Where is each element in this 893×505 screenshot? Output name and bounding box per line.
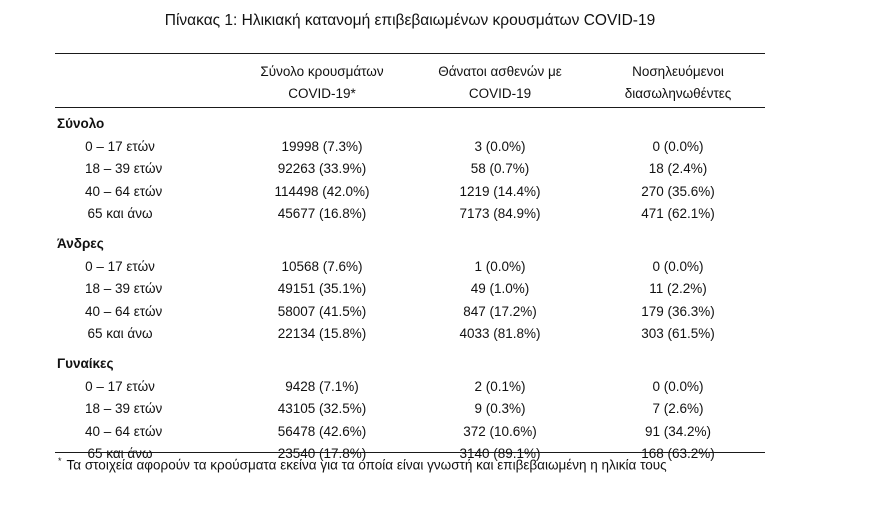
deaths-cell: 49 (1.0%) (470, 281, 530, 297)
header-total-cases-line2: COVID-19* (288, 86, 356, 101)
table-group: Σύνολο 0 – 17 ετών 19998 (7.3%) 3 (0.0%) 0 (… (0, 113, 893, 226)
cases-cell: 9428 (7.1%) (285, 378, 359, 394)
table-row: 65 και άνω 22134 (15.8%) 4033 (81.8%) 303 (… (0, 323, 893, 346)
table-row: 0 – 17 ετών 9428 (7.1%) 2 (0.1%) 0 (0.0%) (0, 376, 893, 399)
deaths-cell: 1219 (14.4%) (459, 183, 541, 199)
deaths-cell: 847 (17.2%) (463, 303, 537, 319)
cases-cell: 19998 (7.3%) (281, 138, 363, 154)
intubated-cell: 18 (2.4%) (648, 161, 708, 177)
age-cell: 65 και άνω (87, 446, 153, 462)
footnote-text: Τα στοιχεία αφορούν τα κρούσματα εκείνα … (66, 457, 667, 473)
age-cell: 18 – 39 ετών (85, 281, 163, 297)
table-row: 65 και άνω 23540 (17.8%) 3140 (89.1%) 168 (… (0, 443, 893, 466)
age-cell: 65 και άνω (87, 206, 153, 222)
group-title-row: Γυναίκες (0, 353, 893, 376)
table-row: 18 – 39 ετών 49151 (35.1%) 49 (1.0%) 11 (2.… (0, 278, 893, 301)
cases-cell: 43105 (32.5%) (277, 401, 367, 417)
group-title: Γυναίκες (57, 355, 114, 371)
intubated-cell: 270 (35.6%) (641, 183, 715, 199)
age-cell: 40 – 64 ετών (85, 183, 163, 199)
group-title: Σύνολο (57, 116, 105, 131)
table-body: Σύνολο 0 – 17 ετών 19998 (7.3%) 3 (0.0%) 0 (… (0, 113, 893, 466)
group-title-row: Άνδρες (0, 233, 893, 256)
header-deaths-line2: COVID-19 (468, 86, 532, 101)
cases-cell: 58007 (41.5%) (277, 303, 367, 319)
header-total-cases: Σύνολο κρουσμάτων COVID-19* (232, 61, 412, 105)
header-deaths-line1: Θάνατοι ασθενών με (438, 64, 562, 79)
age-cell: 18 – 39 ετών (85, 401, 163, 417)
intubated-cell: 11 (2.2%) (649, 281, 707, 297)
deaths-cell: 3140 (89.1%) (459, 446, 541, 462)
cases-cell: 114498 (42.0%) (274, 183, 370, 199)
cases-cell: 23540 (17.8%) (277, 446, 367, 462)
deaths-cell: 3 (0.0%) (474, 138, 526, 154)
cases-cell: 22134 (15.8%) (277, 326, 367, 342)
table-title: Πίνακας 1: Ηλικιακή κατανομή επιβεβαιωμέ… (164, 12, 656, 29)
table-top-rule (55, 53, 765, 54)
cases-cell: 56478 (42.6%) (277, 423, 367, 439)
intubated-cell: 303 (61.5%) (641, 326, 715, 342)
cases-cell: 10568 (7.6%) (281, 258, 363, 274)
deaths-cell: 4033 (81.8%) (459, 326, 541, 342)
table-row: 40 – 64 ετών 114498 (42.0%) 1219 (14.4%) 27… (0, 181, 893, 204)
table-row: 0 – 17 ετών 10568 (7.6%) 1 (0.0%) 0 (0.0%) (0, 256, 893, 279)
intubated-cell: 0 (0.0%) (652, 258, 704, 274)
table-row: 18 – 39 ετών 92263 (33.9%) 58 (0.7%) 18 (2.… (0, 158, 893, 181)
table-header-rule (55, 107, 765, 108)
footnote-mark: * (58, 456, 62, 466)
table-row: 18 – 39 ετών 43105 (32.5%) 9 (0.3%) 7 (2.6%… (0, 398, 893, 421)
age-cell: 65 και άνω (87, 326, 153, 342)
intubated-cell: 179 (36.3%) (641, 303, 715, 319)
group-title: Άνδρες (57, 235, 104, 251)
deaths-cell: 9 (0.3%) (474, 401, 526, 417)
header-total-cases-line1: Σύνολο κρουσμάτων (260, 64, 384, 79)
age-cell: 0 – 17 ετών (85, 258, 155, 274)
header-intubated-line2: διασωληνωθέντες (624, 86, 732, 101)
table-group: Άνδρες 0 – 17 ετών 10568 (7.6%) 1 (0.0%) 0 (… (0, 233, 893, 346)
table-group: Γυναίκες 0 – 17 ετών 9428 (7.1%) 2 (0.1%) 0 … (0, 353, 893, 466)
table-row: 65 και άνω 45677 (16.8%) 7173 (84.9%) 471 (… (0, 203, 893, 226)
intubated-cell: 91 (34.2%) (644, 423, 712, 439)
cases-cell: 92263 (33.9%) (277, 161, 367, 177)
deaths-cell: 1 (0.0%) (474, 258, 526, 274)
cases-cell: 49151 (35.1%) (277, 281, 367, 297)
age-cell: 40 – 64 ετών (85, 423, 163, 439)
header-deaths: Θάνατοι ασθενών με COVID-19 (410, 61, 590, 105)
footnote: * Τα στοιχεία αφορούν τα κρούσματα εκείνα… (58, 456, 667, 473)
table-row: 40 – 64 ετών 56478 (42.6%) 372 (10.6%) 91 (… (0, 421, 893, 444)
table-bottom-rule (55, 452, 765, 453)
age-cell: 18 – 39 ετών (85, 161, 163, 177)
intubated-cell: 471 (62.1%) (641, 206, 715, 222)
deaths-cell: 372 (10.6%) (463, 423, 537, 439)
intubated-cell: 0 (0.0%) (652, 138, 704, 154)
age-cell: 0 – 17 ετών (85, 378, 155, 394)
deaths-cell: 7173 (84.9%) (459, 206, 541, 222)
table-row: 0 – 17 ετών 19998 (7.3%) 3 (0.0%) 0 (0.0%) (0, 136, 893, 159)
deaths-cell: 58 (0.7%) (470, 161, 530, 177)
age-cell: 40 – 64 ετών (85, 303, 163, 319)
header-intubated: Νοσηλευόμενοι διασωληνωθέντες (588, 61, 768, 105)
cases-cell: 45677 (16.8%) (277, 206, 367, 222)
age-cell: 0 – 17 ετών (85, 138, 155, 154)
table-row: 40 – 64 ετών 58007 (41.5%) 847 (17.2%) 179 … (0, 301, 893, 324)
deaths-cell: 2 (0.1%) (474, 378, 526, 394)
group-title-row: Σύνολο (0, 113, 893, 136)
intubated-cell: 168 (63.2%) (641, 446, 715, 462)
intubated-cell: 0 (0.0%) (652, 378, 704, 394)
header-intubated-line1: Νοσηλευόμενοι (632, 64, 724, 79)
intubated-cell: 7 (2.6%) (652, 401, 704, 417)
